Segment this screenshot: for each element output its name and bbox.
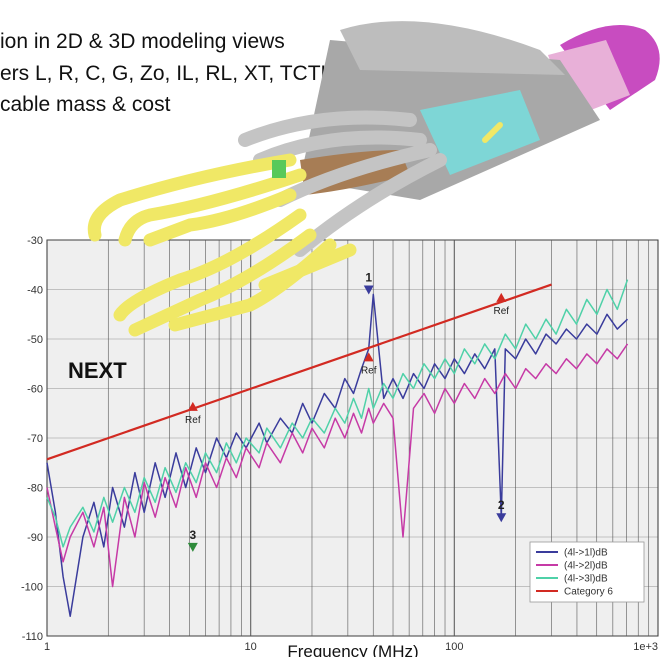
grid [46,239,658,637]
marker-label-1: Ref [361,365,377,376]
y-tick-label: -70 [27,433,43,445]
series-group [46,279,629,617]
caption-line-2: ers L, R, C, G, Zo, IL, RL, XT, TCTL [0,62,333,85]
marker-4 [496,513,507,523]
series-line-2 [46,279,629,548]
marker-label-5: 3 [189,528,196,542]
marker-2 [496,292,507,302]
markers-group: Ref Ref Ref 1 2 3 [185,271,509,552]
marker-1 [363,352,374,362]
caption-line-3: cable mass & cost [0,93,171,116]
y-tick-label: -110 [22,631,43,643]
series-line-0 [46,293,629,617]
x-tick-label: 10 [245,641,257,653]
caption-line-1: ion in 2D & 3D modeling views [0,30,285,53]
marker-label-2: Ref [493,306,509,317]
series-line-1 [46,343,629,588]
legend-label-3: Category 6 [564,587,613,598]
x-tick-label: 1 [44,641,50,653]
y-tick-label: -90 [27,532,43,544]
marker-3 [363,285,374,295]
marker-label-4: 2 [498,498,505,512]
marker-0 [187,401,198,411]
legend-label-1: (4l->2l)dB [564,561,608,572]
marker-5 [187,542,198,552]
x-tick-label: 1e+3 [633,641,658,653]
y-tick-label: -100 [21,582,43,594]
x-tick-label: 100 [445,641,463,653]
x-axis-label: Frequency (MHz) [287,642,418,657]
y-tick-label: -30 [27,235,43,247]
y-tick-label: -60 [27,384,43,396]
cable-3d-illustration-icon [87,21,660,337]
marker-label-3: 1 [365,271,372,285]
marker-label-0: Ref [185,415,201,426]
legend: (4l->1l)dB (4l->2l)dB (4l->3l)dB Category 6 [529,541,645,603]
y-tick-label: -40 [27,285,43,297]
legend-label-0: (4l->1l)dB [564,548,608,559]
y-tick-label: -80 [27,483,43,495]
series-line-3 [46,283,552,461]
legend-label-2: (4l->3l)dB [564,574,608,585]
y-tick-label: -50 [27,334,43,346]
chart-annotation: NEXT [68,358,127,383]
